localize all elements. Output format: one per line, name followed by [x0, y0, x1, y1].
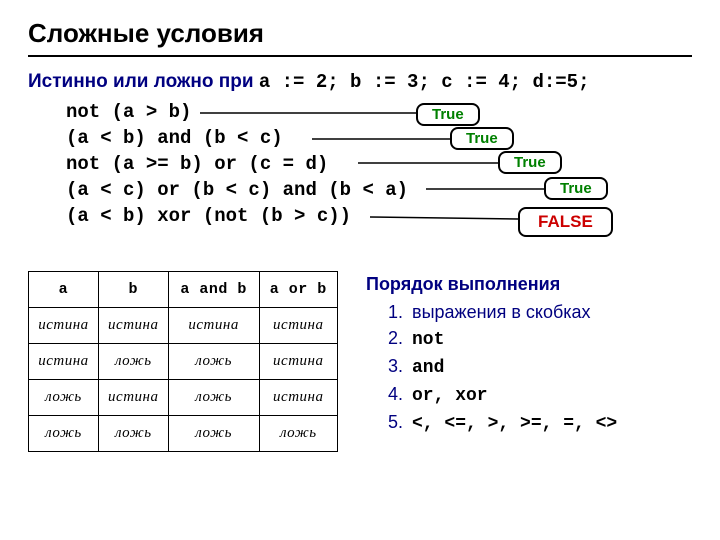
table-cell: ложь	[98, 416, 168, 452]
order-item-code: and	[412, 358, 444, 378]
vars-line: a := 2; b := 3; c := 4; d:=5;	[259, 71, 590, 93]
table-cell: истина	[29, 308, 99, 344]
result-badge: FALSE	[518, 207, 613, 237]
order-item-code: not	[412, 330, 444, 350]
subtitle-bold: Истинно или ложно при	[28, 71, 254, 92]
result-badge: True	[450, 127, 514, 150]
table-cell: ложь	[29, 416, 99, 452]
expression: (a < c) or (b < c) and (b < a)	[66, 179, 408, 201]
table-cell: ложь	[168, 344, 259, 380]
truth-table: a b a and b a or b истинаистинаистинаист…	[28, 271, 338, 452]
table-cell: истина	[168, 308, 259, 344]
order-item: выражения в скобках	[408, 299, 617, 325]
th-and: a and b	[168, 272, 259, 308]
table-row: ложьистиналожьистина	[29, 380, 338, 416]
expression: not (a >= b) or (c = d)	[66, 153, 328, 175]
table-cell: ложь	[168, 416, 259, 452]
subtitle: Истинно или ложно при a := 2; b := 3; c …	[28, 71, 692, 93]
table-cell: истина	[98, 380, 168, 416]
order-item: or, xor	[408, 381, 617, 409]
table-cell: истина	[29, 344, 99, 380]
expression: (a < b) xor (not (b > c))	[66, 205, 351, 227]
order-title: Порядок выполнения	[366, 271, 617, 297]
table-cell: истина	[259, 344, 337, 380]
result-badge: True	[498, 151, 562, 174]
th-b: b	[98, 272, 168, 308]
order-item: not	[408, 325, 617, 353]
table-cell: истина	[98, 308, 168, 344]
result-badge: True	[544, 177, 608, 200]
expression: not (a > b)	[66, 101, 191, 123]
order-list: выражения в скобках not and or, xor <, <=, >…	[366, 299, 617, 437]
expression-area: not (a > b) (a < b) and (b < c) not (a >= …	[66, 101, 692, 251]
th-or: a or b	[259, 272, 337, 308]
table-row: истиналожьложьистина	[29, 344, 338, 380]
th-a: a	[29, 272, 99, 308]
table-cell: ложь	[259, 416, 337, 452]
page-title: Сложные условия	[28, 18, 692, 49]
table-cell: ложь	[29, 380, 99, 416]
title-rule	[28, 55, 692, 57]
table-cell: истина	[259, 380, 337, 416]
order-item: and	[408, 353, 617, 381]
order-block: Порядок выполнения выражения в скобках no…	[366, 271, 617, 452]
order-item: <, <=, >, >=, =, <>	[408, 409, 617, 437]
table-cell: истина	[259, 308, 337, 344]
table-cell: ложь	[98, 344, 168, 380]
table-row: ложьложьложьложь	[29, 416, 338, 452]
expression: (a < b) and (b < c)	[66, 127, 283, 149]
order-item-code: or, xor	[412, 386, 488, 406]
result-badge: True	[416, 103, 480, 126]
table-row: истинаистинаистинаистина	[29, 308, 338, 344]
order-item-code: <, <=, >, >=, =, <>	[412, 414, 617, 434]
table-cell: ложь	[168, 380, 259, 416]
